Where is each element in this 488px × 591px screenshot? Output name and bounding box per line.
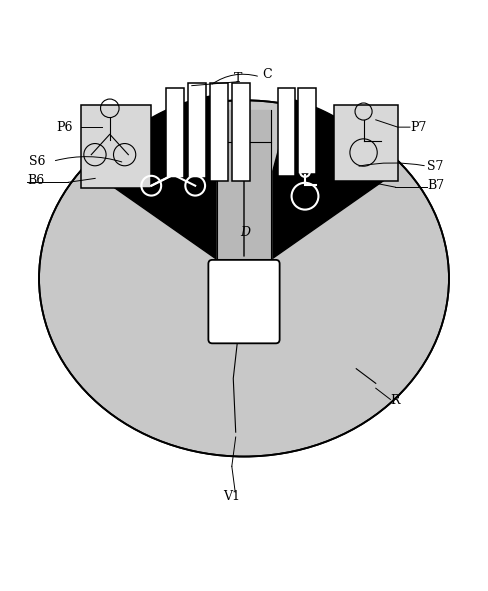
Text: B6: B6 [27, 174, 44, 187]
Bar [81, 105, 151, 188]
Polygon shape [217, 110, 271, 278]
Text: P7: P7 [410, 121, 427, 134]
Bar [188, 83, 206, 178]
Text: R: R [390, 394, 400, 407]
Bar [334, 105, 398, 181]
Text: V1: V1 [224, 490, 240, 503]
Polygon shape [92, 96, 244, 278]
Bar [210, 83, 228, 181]
Bar [166, 88, 184, 178]
Bar [298, 88, 316, 174]
Bar [232, 83, 250, 181]
Text: T: T [233, 72, 242, 85]
Text: S6: S6 [29, 155, 46, 168]
Text: C: C [263, 68, 272, 81]
Polygon shape [244, 99, 396, 278]
Text: D: D [241, 226, 250, 239]
Ellipse shape [39, 100, 449, 456]
Text: B7: B7 [427, 179, 444, 192]
FancyBboxPatch shape [208, 260, 280, 343]
Text: S7: S7 [427, 160, 444, 173]
Text: P6: P6 [56, 121, 73, 134]
Bar [278, 88, 295, 176]
